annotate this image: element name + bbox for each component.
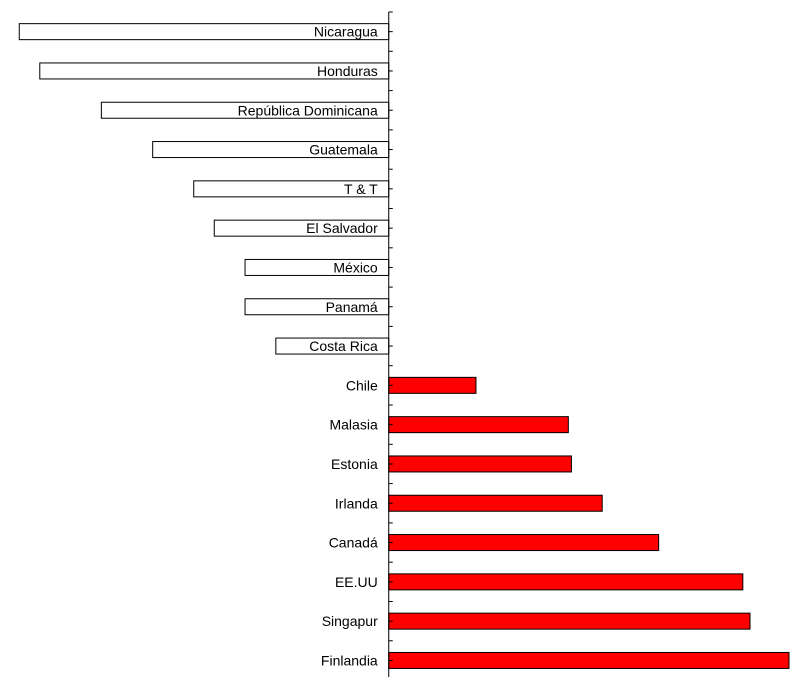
bar	[388, 376, 477, 394]
category-label: Panamá	[326, 299, 378, 315]
category-label: Guatemala	[309, 142, 378, 158]
category-label: Singapur	[322, 613, 378, 629]
category-label: Costa Rica	[309, 338, 378, 354]
category-label: Irlanda	[335, 495, 378, 511]
category-label: Chile	[346, 377, 378, 393]
category-label: El Salvador	[306, 220, 378, 236]
bars-group	[18, 23, 790, 669]
category-label: República Dominicana	[238, 102, 378, 118]
axis-ticks-group	[388, 11, 393, 661]
category-label: EE.UU	[335, 574, 378, 590]
category-label: Estonia	[331, 456, 378, 472]
bar	[388, 455, 572, 473]
category-label: Honduras	[317, 63, 378, 79]
category-label: México	[333, 259, 378, 275]
category-labels-group: Nicaragua Honduras República Dominicana Gua…	[238, 24, 379, 669]
bar	[388, 416, 569, 434]
category-label: Nicaragua	[314, 24, 378, 40]
category-label: Finlandia	[321, 652, 378, 668]
bar	[388, 612, 751, 630]
bar	[388, 573, 744, 591]
category-label: Malasia	[329, 417, 377, 433]
bar	[388, 494, 603, 512]
bar	[388, 534, 660, 552]
bar	[388, 651, 790, 669]
category-label: Canadá	[329, 535, 378, 551]
category-label: T & T	[344, 181, 378, 197]
